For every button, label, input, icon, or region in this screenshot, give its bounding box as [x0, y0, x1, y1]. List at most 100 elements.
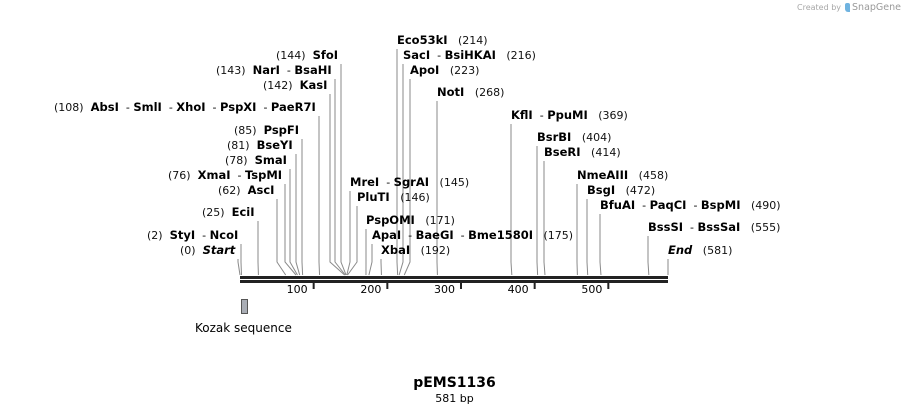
- site-position: (490): [751, 199, 781, 212]
- site-position: (62): [218, 184, 241, 197]
- enzyme-name: NarI: [252, 63, 280, 77]
- enzyme-name: PpuMI: [547, 108, 588, 122]
- enzyme-name: BspMI: [700, 198, 741, 212]
- site-connector-line: [536, 146, 539, 276]
- enzyme-name: StyI: [169, 228, 196, 242]
- site-position: (268): [474, 86, 505, 99]
- restriction-site-label[interactable]: (108) AbsI - SmlI - XhoI - PspXI - PaeR7…: [54, 100, 316, 115]
- site-connector-line: [599, 214, 602, 276]
- kozak-feature-box[interactable]: [241, 299, 248, 314]
- enzyme-name: TspMI: [244, 168, 283, 182]
- enzyme-name: PspOMI: [366, 213, 415, 227]
- site-position: (142): [263, 79, 293, 92]
- snapgene-credit: Created by SnapGene: [797, 2, 901, 13]
- restriction-site-label[interactable]: (143) NarI - BsaHI: [216, 63, 332, 78]
- restriction-site-label[interactable]: ApaI - BaeGI - Bme1580I (175): [372, 228, 574, 243]
- restriction-site-label[interactable]: SacI - BsiHKAI (216): [403, 48, 536, 63]
- enzyme-name: AscI: [247, 183, 275, 197]
- enzyme-name: KasI: [299, 78, 328, 92]
- enzyme-name: NmeAIII: [577, 168, 629, 182]
- site-connector-line: [398, 64, 404, 276]
- enzyme-name: BseYI: [256, 138, 293, 152]
- backbone-bottom-strand: [240, 280, 668, 283]
- site-position: (25): [202, 206, 225, 219]
- site-connector-line: [340, 64, 347, 276]
- restriction-site-label[interactable]: (25) EciI: [202, 206, 255, 220]
- enzyme-name: XmaI: [197, 168, 231, 182]
- restriction-site-label[interactable]: (78) SmaI: [225, 154, 287, 168]
- site-position: (581): [702, 244, 733, 257]
- restriction-site-label[interactable]: BssSI - BssSaI (555): [648, 220, 781, 235]
- restriction-site-label[interactable]: (144) SfoI: [276, 48, 339, 63]
- restriction-site-label[interactable]: (142) KasI: [263, 78, 328, 93]
- axis-tick-label: 400: [507, 283, 529, 296]
- enzyme-name: BaeGI: [415, 228, 454, 242]
- site-position: (76): [168, 169, 191, 182]
- restriction-site-label[interactable]: (85) PspFI: [234, 123, 300, 138]
- restriction-site-label[interactable]: NotI (268): [437, 85, 505, 100]
- restriction-site-label[interactable]: (76) XmaI - TspMI: [168, 168, 283, 183]
- site-position: (214): [458, 34, 488, 47]
- axis-tick-label: 300: [433, 283, 455, 296]
- enzyme-name: BfuAI: [600, 198, 636, 212]
- enzyme-name: NotI: [437, 85, 465, 99]
- axis-tick-mark: [459, 283, 462, 289]
- enzyme-name: ApoI: [410, 63, 440, 77]
- enzyme-name: SacI: [403, 48, 431, 62]
- site-connector-line: [301, 139, 304, 276]
- site-connector-line: [543, 161, 546, 276]
- site-position: (108): [54, 101, 84, 114]
- restriction-site-label[interactable]: PluTI (146): [357, 191, 430, 205]
- restriction-site-label[interactable]: Eco53kI (214): [397, 33, 488, 48]
- enzyme-name: PaeR7I: [270, 100, 316, 114]
- site-position: (78): [225, 154, 248, 167]
- restriction-site-label[interactable]: BsrBI (404): [537, 131, 612, 145]
- restriction-site-label[interactable]: (0) Start: [180, 244, 235, 258]
- site-position: (192): [420, 244, 451, 257]
- site-position: (404): [581, 131, 612, 144]
- site-connector-line: [329, 94, 345, 276]
- axis-tick-mark: [607, 283, 610, 289]
- restriction-site-label[interactable]: BfuAI - PaqCI - BspMI (490): [600, 198, 781, 213]
- site-connector-line: [346, 191, 351, 276]
- site-position: (414): [591, 146, 621, 159]
- enzyme-name: BssSI: [648, 220, 684, 234]
- site-connector-line: [396, 49, 399, 276]
- enzyme-name: ApaI: [372, 228, 402, 242]
- restriction-site-label[interactable]: (81) BseYI: [227, 138, 293, 153]
- site-connector-line: [276, 199, 287, 276]
- restriction-site-label[interactable]: BsgI (472): [587, 184, 656, 198]
- restriction-site-label[interactable]: KflI - PpuMI (369): [511, 108, 628, 123]
- restriction-site-label[interactable]: (2) StyI - NcoI: [147, 228, 239, 243]
- restriction-site-label[interactable]: XbaI (192): [381, 243, 451, 258]
- restriction-site-label[interactable]: MreI - SgrAI (145): [350, 175, 470, 190]
- enzyme-name: Eco53kI: [397, 33, 448, 47]
- enzyme-name: SfoI: [312, 48, 339, 62]
- axis-tick-label: 500: [581, 283, 603, 296]
- restriction-site-label[interactable]: NmeAIII (458): [577, 168, 668, 183]
- restriction-site-label[interactable]: BseRI (414): [544, 146, 621, 160]
- site-position: (555): [750, 221, 781, 234]
- site-position: (146): [400, 191, 430, 204]
- restriction-site-label[interactable]: ApoI (223): [410, 63, 479, 78]
- enzyme-name: BsiHKAI: [444, 48, 496, 62]
- site-connector-line: [295, 154, 301, 276]
- restriction-site-label[interactable]: PspOMI (171): [366, 213, 455, 228]
- site-position: (143): [216, 64, 246, 77]
- site-connector-line: [318, 116, 321, 276]
- sequence-length: 581 bp: [435, 392, 474, 405]
- restriction-site-label[interactable]: (62) AscI: [218, 183, 275, 198]
- enzyme-name: PspFI: [263, 123, 300, 137]
- site-position: (369): [598, 109, 628, 122]
- restriction-site-label[interactable]: End (581): [668, 244, 733, 258]
- enzyme-name: MreI: [350, 175, 380, 189]
- enzyme-name: NcoI: [209, 228, 239, 242]
- enzyme-name: XbaI: [381, 243, 411, 257]
- site-connector-line: [237, 259, 241, 276]
- site-position: (171): [425, 214, 455, 227]
- kozak-feature-label[interactable]: Kozak sequence: [195, 321, 292, 335]
- site-position: (472): [625, 184, 656, 197]
- site-position: (175): [543, 229, 574, 242]
